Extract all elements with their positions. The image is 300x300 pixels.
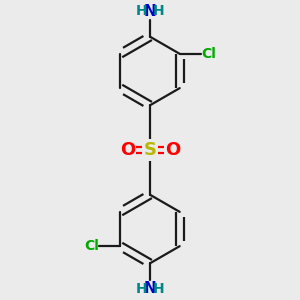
Text: N: N xyxy=(144,281,156,296)
Text: O: O xyxy=(165,141,180,159)
Text: Cl: Cl xyxy=(201,47,216,61)
Text: Cl: Cl xyxy=(84,239,99,253)
Text: H: H xyxy=(152,282,164,296)
Text: H: H xyxy=(152,4,164,18)
Text: O: O xyxy=(120,141,135,159)
Text: S: S xyxy=(143,141,157,159)
Text: H: H xyxy=(136,4,148,18)
Text: N: N xyxy=(144,4,156,19)
Text: H: H xyxy=(136,282,148,296)
